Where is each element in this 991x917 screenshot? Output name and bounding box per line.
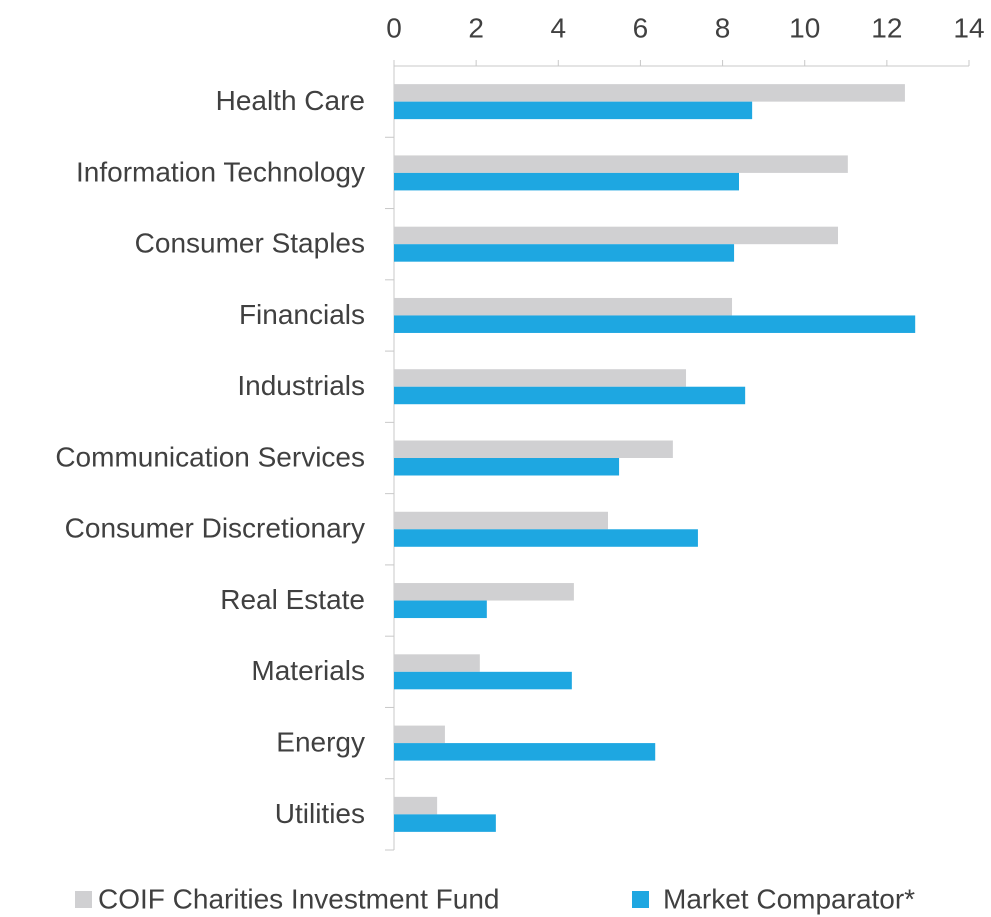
bar [394,529,698,547]
x-tick-label: 12 [871,12,902,43]
bar [394,315,916,333]
y-tick-label: Real Estate [220,584,365,615]
bar [394,743,656,761]
bar [394,101,753,120]
bar [394,386,746,405]
y-tick-label: Financials [239,299,365,330]
bar [394,725,445,744]
x-tick-label: 14 [953,12,984,43]
bar [394,297,733,316]
bar [394,172,739,191]
bar [394,244,735,262]
bar [394,226,838,245]
x-tick-label: 8 [715,12,731,43]
bar [394,369,687,387]
bar [394,814,496,832]
bar [394,84,905,102]
x-tick-label: 0 [386,12,402,43]
bar [394,155,848,173]
bar [394,796,438,815]
x-tick-label: 4 [550,12,566,43]
y-tick-label: Energy [276,726,365,757]
bar [394,671,572,690]
legend-label: Market Comparator* [663,883,915,914]
y-tick-label: Communication Services [55,441,365,472]
bar [394,600,487,619]
x-tick-label: 6 [633,12,649,43]
bar [394,654,480,672]
x-tick-label: 10 [789,12,820,43]
bar [394,583,574,601]
y-tick-label: Information Technology [76,156,365,187]
x-tick-label: 2 [468,12,484,43]
bar [394,458,620,476]
y-tick-label: Consumer Staples [135,228,365,259]
bar [394,511,608,530]
y-tick-label: Materials [251,655,365,686]
y-tick-label: Health Care [216,85,365,116]
bar [394,440,673,458]
y-tick-label: Consumer Discretionary [65,513,365,544]
y-tick-label: Industrials [237,370,365,401]
y-tick-label: Utilities [275,798,365,829]
legend-swatch [632,891,649,908]
legend-label: COIF Charities Investment Fund [98,883,499,914]
legend-swatch [75,891,92,908]
